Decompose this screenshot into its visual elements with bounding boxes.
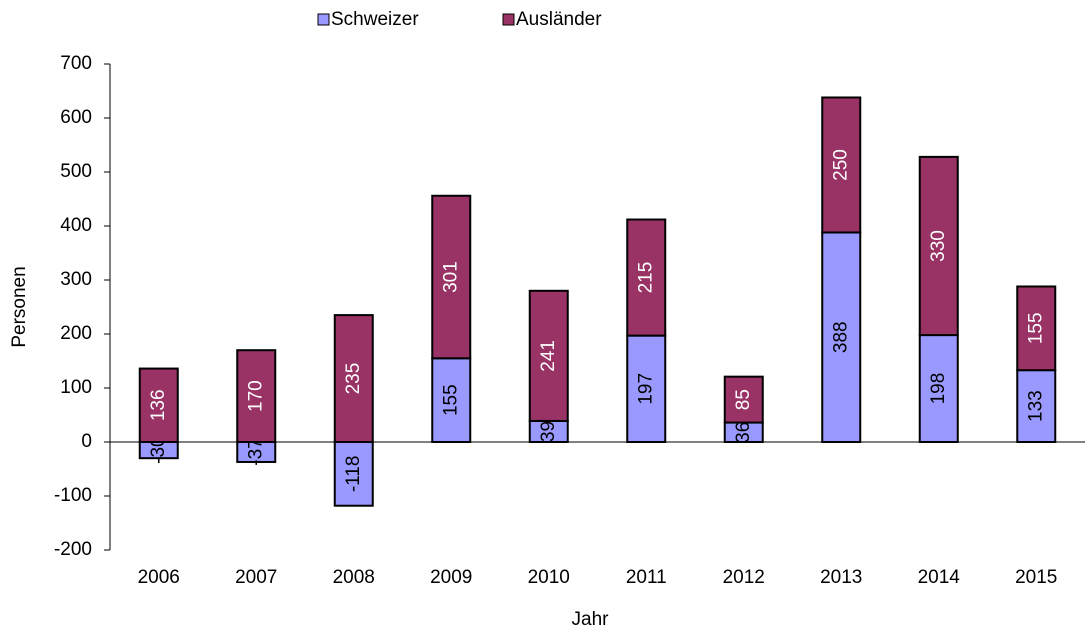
bar xyxy=(918,334,959,443)
data-label: -37 xyxy=(245,438,266,465)
bar xyxy=(431,357,472,443)
data-label: 197 xyxy=(635,373,656,405)
bar xyxy=(431,194,472,360)
data-label: 250 xyxy=(830,149,851,181)
data-label: 235 xyxy=(343,363,364,395)
bar xyxy=(918,155,959,337)
bar xyxy=(333,314,374,444)
x-tick-label: 2006 xyxy=(138,567,180,588)
y-tick-label: 100 xyxy=(60,377,92,398)
data-label: 198 xyxy=(928,373,949,405)
data-label: 241 xyxy=(538,340,559,372)
data-label: 155 xyxy=(440,384,461,416)
data-label: 85 xyxy=(733,389,754,410)
x-tick-label: 2015 xyxy=(1015,567,1057,588)
x-tick-label: 2009 xyxy=(430,567,472,588)
legend-swatch xyxy=(502,13,515,26)
y-axis-title: Personen xyxy=(9,266,30,347)
legend-swatch xyxy=(317,13,330,26)
y-tick-label: 0 xyxy=(81,431,92,452)
bar xyxy=(821,96,862,234)
x-tick-label: 2010 xyxy=(528,567,570,588)
y-tick-label: -200 xyxy=(54,539,92,560)
bar xyxy=(138,367,179,443)
data-label: 330 xyxy=(928,230,949,262)
bar xyxy=(723,375,764,424)
data-label: -30 xyxy=(148,436,169,463)
y-tick-label: 300 xyxy=(60,269,92,290)
data-label: 136 xyxy=(148,389,169,421)
y-tick-label: 500 xyxy=(60,161,92,182)
y-tick-label: -100 xyxy=(54,485,92,506)
legend-label: Ausländer xyxy=(516,9,602,30)
y-tick-label: 700 xyxy=(60,53,92,74)
bar xyxy=(821,231,862,443)
data-label: 36 xyxy=(733,422,754,443)
x-tick-label: 2011 xyxy=(626,567,667,588)
legend-label: Schweizer xyxy=(331,9,419,30)
y-tick-label: 600 xyxy=(60,107,92,128)
x-tick-label: 2008 xyxy=(333,567,375,588)
data-label: 155 xyxy=(1025,312,1046,344)
bar xyxy=(626,218,667,337)
data-label: 170 xyxy=(245,380,266,412)
y-tick-label: 400 xyxy=(60,215,92,236)
y-tick-label: 200 xyxy=(60,323,92,344)
bar xyxy=(1016,285,1057,372)
x-tick-label: 2007 xyxy=(235,567,277,588)
data-label: 301 xyxy=(440,261,461,293)
data-label: 215 xyxy=(635,262,656,294)
x-tick-label: 2012 xyxy=(723,567,765,588)
x-tick-label: 2013 xyxy=(820,567,862,588)
x-tick-label: 2014 xyxy=(918,567,961,588)
data-label: 388 xyxy=(830,321,851,353)
data-label: 39 xyxy=(538,421,559,442)
bar xyxy=(528,289,569,422)
data-label: 133 xyxy=(1025,390,1046,422)
data-label: -118 xyxy=(343,456,364,493)
x-axis-title: Jahr xyxy=(572,609,610,629)
bar xyxy=(333,441,374,507)
